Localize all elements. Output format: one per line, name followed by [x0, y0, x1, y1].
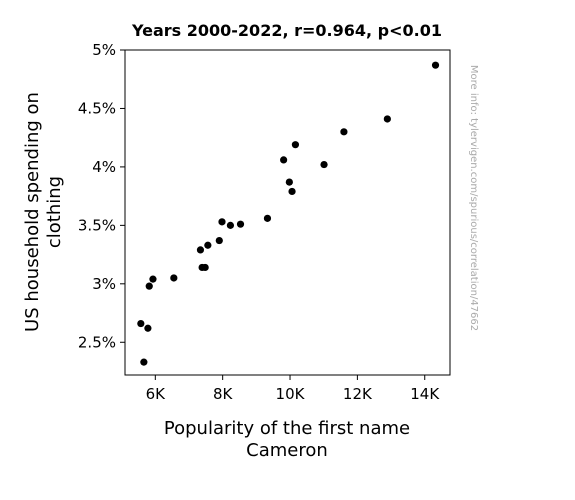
- data-point: [383, 115, 391, 123]
- data-point: [137, 319, 145, 328]
- y-axis-label-line-1: US household spending on: [22, 92, 43, 332]
- data-points: [137, 61, 440, 366]
- data-point: [196, 246, 205, 254]
- data-point: [215, 236, 223, 245]
- data-point: [431, 61, 440, 69]
- data-point: [236, 220, 245, 228]
- axis-ticks: 6K 8K 10K 12K 14K 2.5% 3% 3.5% 4% 4.5% 5%: [78, 41, 440, 403]
- data-point: [201, 263, 209, 272]
- data-point: [144, 324, 152, 332]
- data-point: [320, 160, 328, 169]
- y-tick-label: 4%: [92, 158, 116, 176]
- data-point: [204, 241, 212, 249]
- data-point: [218, 218, 226, 226]
- y-tick-label: 3.5%: [78, 216, 116, 234]
- y-axis-label-line-2: clothing: [44, 176, 65, 248]
- data-point: [291, 141, 300, 149]
- source-note: More info: tylervigen.com/spurious/corre…: [468, 65, 479, 331]
- y-tick-label: 2.5%: [78, 333, 116, 351]
- chart-title: Years 2000-2022, r=0.964, p<0.01: [131, 21, 442, 40]
- x-tick-label: 12K: [343, 385, 373, 403]
- data-point: [149, 275, 157, 283]
- y-tick-label: 5%: [92, 41, 116, 59]
- data-point: [263, 214, 272, 222]
- x-axis-label-line-1: Popularity of the first name: [164, 418, 410, 439]
- x-tick-label: 14K: [410, 385, 440, 403]
- data-point: [226, 221, 235, 229]
- y-tick-label: 4.5%: [78, 99, 116, 117]
- x-axis-label-line-2: Cameron: [246, 440, 328, 461]
- data-point: [145, 282, 153, 290]
- data-point: [280, 156, 288, 164]
- data-point: [140, 358, 148, 366]
- x-tick-label: 8K: [213, 385, 234, 403]
- plot-frame: [124, 49, 451, 376]
- y-tick-label: 3%: [92, 275, 116, 293]
- data-point: [285, 178, 293, 186]
- data-point: [288, 187, 296, 196]
- x-tick-label: 10K: [276, 385, 306, 403]
- x-tick-label: 6K: [146, 385, 167, 403]
- data-point: [340, 128, 348, 136]
- data-point: [170, 274, 178, 282]
